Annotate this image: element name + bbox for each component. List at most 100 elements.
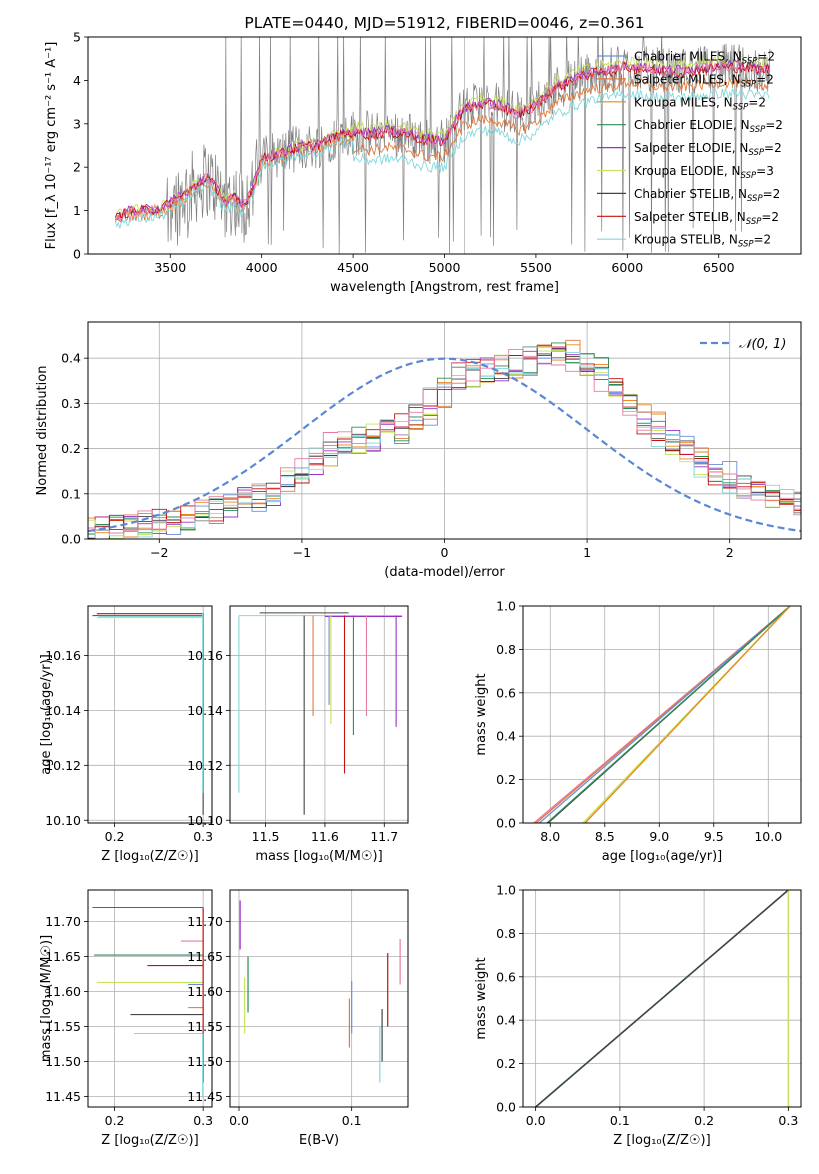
axes-frame	[87, 36, 802, 255]
x-tick-label: 4500	[337, 260, 369, 275]
x-tick-label: 0.1	[610, 1113, 630, 1128]
normal-curve	[88, 357, 801, 533]
y-axis-label: Normed distribution	[35, 366, 50, 496]
y-tick-label: 0.8	[496, 642, 516, 657]
y-tick-label: 5	[73, 30, 81, 45]
y-tick-label: 0.0	[496, 816, 516, 831]
legend-label: Chabrier MILES, NSSP=2	[634, 50, 775, 67]
axes-frame	[229, 605, 409, 824]
plot-area	[238, 612, 403, 815]
x-tick-label: 2	[726, 545, 734, 560]
y-tick-label: 11.45	[187, 1089, 223, 1104]
y-tick-label: 0.6	[496, 969, 516, 984]
cumulative-mass-line	[538, 605, 791, 824]
y-tick-label: 2	[73, 160, 81, 175]
legend-label: Chabrier ELODIE, NSSP=2	[634, 118, 783, 135]
legend-label: 𝒩(0, 1)	[739, 337, 786, 352]
chart-massweight-vs-age: 8.0 8.5 9.0 9.5 10.0 0.0 0.2 0.4 0.6 0.8 1.0 age [l…	[474, 599, 802, 864]
chart-residuals: −2 −1 0 1 2 0.0 0.1 0.2 0.3 0.4 (data-model)/error…	[35, 321, 802, 580]
y-tick-label: 0.2	[496, 1056, 516, 1071]
x-tick-label: 6500	[703, 260, 735, 275]
y-tick-label: 11.50	[45, 1054, 81, 1069]
y-tick-label: 11.45	[45, 1089, 81, 1104]
y-tick-label: 11.70	[45, 914, 81, 929]
chart-mass-vs-ebv: 0.0 0.1 11.45 11.50 11.55 11.60 11.65 11.70 E(B-…	[187, 889, 409, 1148]
legend-label: Kroupa ELODIE, NSSP=3	[634, 164, 774, 181]
x-tick-label: 11.7	[370, 829, 398, 844]
plot-area	[535, 889, 790, 1108]
y-tick-label: 11.55	[187, 1019, 223, 1034]
y-tick-label: 1	[73, 203, 81, 218]
chart-massweight-vs-Z: 0.0 0.1 0.2 0.3 0.0 0.2 0.4 0.6 0.8 1.0 Z [log₁₀(Z…	[474, 883, 802, 1148]
y-tick-label: 11.60	[187, 984, 223, 999]
x-tick-label: 0.3	[778, 1113, 798, 1128]
x-axis-label: Z [log₁₀(Z/Z☉)]	[101, 849, 198, 864]
y-tick-label: 10.12	[187, 758, 223, 773]
x-tick-label: 0	[441, 545, 449, 560]
cumulative-mass-line	[584, 605, 791, 824]
y-axis-label: mass [log₁₀(M/M☉)]	[39, 935, 54, 1062]
x-tick-label: 3500	[154, 260, 186, 275]
y-tick-label: 11.65	[45, 949, 81, 964]
x-tick-label: 10.0	[754, 829, 782, 844]
x-tick-label: 1	[583, 545, 591, 560]
chart-age-vs-mass: 11.5 11.6 11.7 10.10 10.12 10.14 10.16 mass [lo…	[187, 605, 409, 864]
legend-label: Salpeter MILES, NSSP=2	[634, 72, 774, 89]
y-tick-label: 0.0	[61, 532, 81, 547]
x-tick-label: 5500	[520, 260, 552, 275]
x-axis-label: E(B-V)	[299, 1133, 339, 1148]
x-tick-label: −1	[293, 545, 311, 560]
x-axis-label: mass [log₁₀(M/M☉)]	[255, 849, 382, 864]
axes-frame	[522, 889, 802, 1108]
x-tick-label: 0.0	[526, 1113, 546, 1128]
chart-spectrum: 3500 4000 4500 5000 5500 6000 6500 0 1 2 3 4 5 wavele…	[44, 14, 802, 295]
x-tick-label: 9.5	[704, 829, 724, 844]
y-tick-label: 11.65	[187, 949, 223, 964]
y-tick-label: 10.10	[45, 813, 81, 828]
x-tick-label: 5000	[429, 260, 461, 275]
y-tick-label: 11.60	[45, 984, 81, 999]
y-tick-label: 10.16	[187, 648, 223, 663]
cumulative-mass-line	[535, 889, 789, 1108]
axes-frame	[87, 605, 213, 824]
y-tick-label: 11.70	[187, 914, 223, 929]
x-tick-label: 4000	[246, 260, 278, 275]
model-pink	[114, 61, 770, 223]
model-kroupa-stelib	[114, 87, 770, 229]
x-tick-label: 6000	[611, 260, 643, 275]
legend-label: Kroupa MILES, NSSP=2	[634, 95, 766, 112]
histogram-series	[88, 349, 801, 534]
x-tick-label: 0.0	[229, 1113, 249, 1128]
axes-frame	[87, 321, 802, 540]
chart-title: PLATE=0440, MJD=51912, FIBERID=0046, z=0…	[244, 14, 644, 32]
y-axis-label: mass weight	[474, 957, 489, 1039]
x-axis-label: Z [log₁₀(Z/Z☉)]	[613, 1133, 710, 1148]
x-tick-label: 11.5	[252, 829, 280, 844]
x-tick-label: −2	[150, 545, 168, 560]
axes-frame	[522, 605, 802, 824]
histogram-series	[88, 356, 801, 539]
plot-area	[92, 906, 204, 1097]
y-tick-label: 10.14	[187, 703, 223, 718]
plot-area	[92, 612, 204, 815]
plot-area	[114, 37, 771, 254]
x-tick-label: 0.1	[342, 1113, 362, 1128]
histogram-series	[88, 339, 801, 539]
y-tick-label: 1.0	[496, 599, 516, 614]
plot-area	[239, 900, 401, 1083]
y-tick-label: 0.1	[61, 486, 81, 501]
legend-label: Salpeter ELODIE, NSSP=2	[634, 141, 782, 158]
y-tick-label: 0.3	[61, 396, 81, 411]
legend-label: Kroupa STELIB, NSSP=2	[634, 233, 771, 250]
y-tick-label: 11.50	[187, 1054, 223, 1069]
legend: Chabrier MILES, NSSP=2 Salpeter MILES, NS…	[597, 50, 783, 250]
y-tick-label: 10.16	[45, 648, 81, 663]
y-axis-label: age [log₁₀(age/yr)]	[39, 654, 54, 775]
y-tick-label: 0.4	[61, 351, 81, 366]
y-tick-label: 0.8	[496, 926, 516, 941]
x-tick-label: 0.2	[105, 829, 125, 844]
y-axis-label: Flux [f_λ 10⁻¹⁷ erg cm⁻² s⁻¹ A⁻¹]	[44, 42, 59, 250]
axes-frame	[87, 889, 213, 1108]
histogram-series	[88, 342, 801, 535]
